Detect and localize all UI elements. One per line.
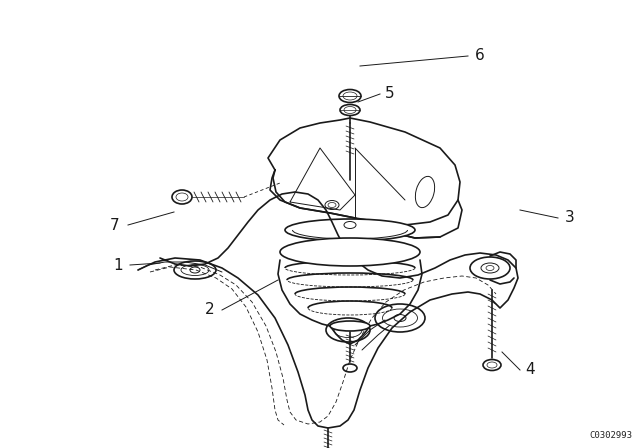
Text: C0302993: C0302993	[589, 431, 632, 440]
Ellipse shape	[285, 219, 415, 241]
Text: 5: 5	[385, 86, 395, 102]
Ellipse shape	[280, 238, 420, 266]
Ellipse shape	[470, 257, 510, 279]
Text: 7: 7	[110, 217, 120, 233]
Ellipse shape	[172, 190, 192, 204]
Ellipse shape	[340, 104, 360, 116]
Text: 1: 1	[113, 258, 123, 272]
Ellipse shape	[483, 359, 501, 370]
Ellipse shape	[343, 364, 357, 372]
Text: 3: 3	[565, 211, 575, 225]
Ellipse shape	[339, 90, 361, 103]
Text: 2: 2	[205, 302, 215, 318]
Text: 6: 6	[475, 48, 485, 64]
Text: 4: 4	[525, 362, 535, 378]
Ellipse shape	[330, 321, 370, 331]
